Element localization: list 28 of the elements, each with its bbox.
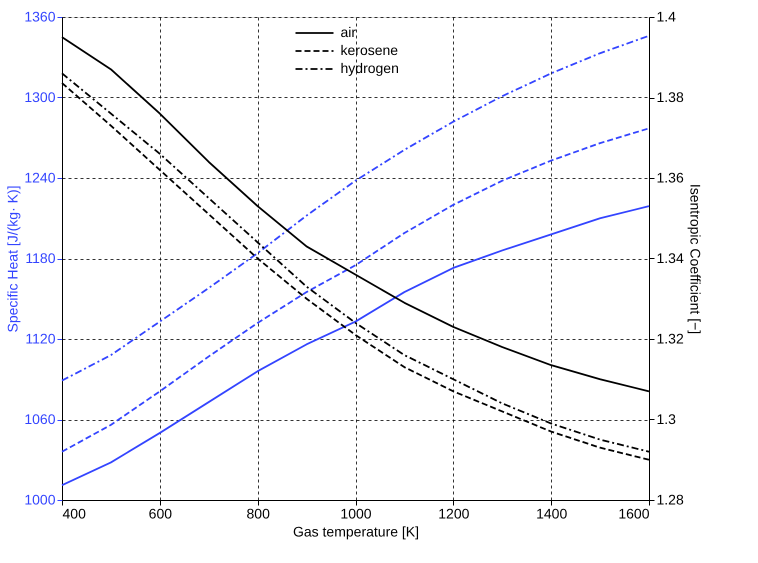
y-tick-label: 1120 — [25, 330, 56, 346]
y-tick-label: 1060 — [24, 411, 56, 427]
y-tick-label: 1300 — [24, 89, 56, 105]
x-tick-label: 1600 — [618, 506, 650, 522]
x-tick-label: 800 — [246, 506, 270, 522]
y2-tick-label: 1.4 — [656, 8, 676, 24]
y-axis-title: Specific Heat [J/(kg· K)] — [4, 185, 20, 333]
x-tick-label: 1200 — [438, 506, 470, 522]
y-tick-label: 1180 — [25, 250, 56, 266]
y2-tick-label: 1.32 — [656, 330, 684, 346]
line-series — [61, 205, 650, 486]
x-tick-label: 1400 — [536, 506, 568, 522]
y2-tick-label: 1.36 — [656, 170, 684, 186]
legend-label: hydrogen — [340, 60, 399, 76]
y-tick-label: 1240 — [24, 170, 56, 186]
x-axis-title: Gas temperature [K] — [292, 524, 420, 540]
y2-tick-label: 1.3 — [656, 411, 676, 427]
x-tick-label: 1000 — [340, 506, 372, 522]
y2-axis-title: Isentropic Coefficient [−] — [688, 184, 704, 334]
x-tick-label: 600 — [148, 506, 172, 522]
x-tick-label: 400 — [62, 506, 86, 522]
legend-label: kerosene — [340, 42, 398, 58]
y2-tick-label: 1.38 — [656, 89, 684, 105]
y2-tick-label: 1.34 — [656, 250, 684, 266]
legend-label: air — [340, 24, 356, 40]
y-tick-label: 1360 — [24, 8, 56, 24]
y-tick-label: 1000 — [24, 492, 56, 508]
y2-tick-label: 1.28 — [656, 492, 684, 508]
